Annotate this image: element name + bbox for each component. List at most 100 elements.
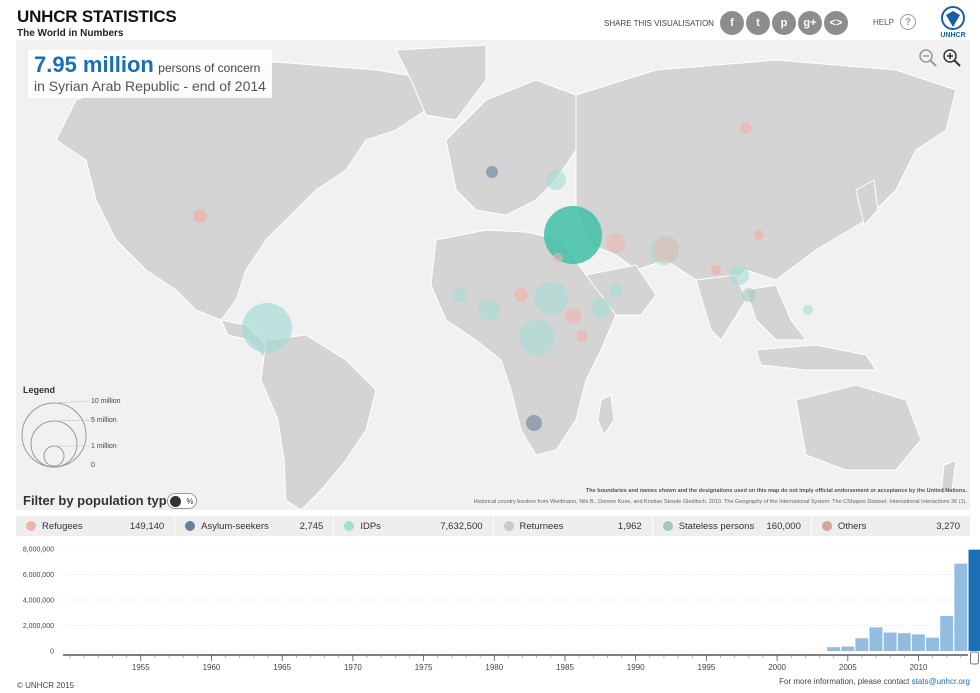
japan-landmass (855, 179, 879, 227)
population-type-filter: Refugees 149,140 Asylum-seekers 2,745 ID… (16, 516, 970, 536)
bubble-mali-idps (453, 288, 467, 302)
bar[interactable] (897, 633, 911, 651)
bubble-pakistan-refugees (653, 237, 679, 263)
x-tick-label: 1975 (415, 663, 433, 672)
filter-label: Stateless persons (678, 520, 755, 532)
filter-asylum-seekers[interactable]: Asylum-seekers 2,745 (175, 516, 335, 536)
facebook-icon[interactable]: f (719, 11, 744, 35)
bubble-germany-refugees (486, 166, 498, 178)
bar[interactable] (940, 615, 954, 651)
new-zealand-landmass (940, 459, 957, 496)
map-canvas (55, 44, 957, 510)
x-tick-label: 1955 (132, 663, 150, 672)
asylum-seekers-dot-icon (185, 521, 196, 531)
bar[interactable] (954, 563, 968, 651)
percent-label: % (186, 496, 194, 506)
y-tick-label: 4,000,000 (23, 598, 54, 605)
filter-value: 1,962 (617, 520, 642, 532)
filter-stateless[interactable]: Stateless persons 160,000 (653, 516, 812, 536)
bar[interactable] (855, 638, 869, 651)
bar[interactable] (883, 632, 897, 651)
legend-label-5m: 5 million (91, 417, 117, 424)
southeast-asia-landmass (745, 284, 807, 341)
bubble-somalia-idps (591, 298, 611, 318)
bubble-yemen-idps (609, 283, 623, 297)
greenland-landmass (395, 44, 487, 121)
idps-dot-icon (344, 521, 355, 531)
filter-refugees[interactable]: Refugees 149,140 (16, 516, 176, 536)
contact-info: For more information, please contact sta… (650, 677, 970, 686)
bubble-russia-refugees (740, 122, 752, 134)
world-map[interactable] (16, 40, 970, 510)
filter-value: 2,745 (299, 520, 324, 532)
filter-value: 3,270 (936, 520, 961, 532)
zoom-in-icon[interactable] (942, 48, 962, 68)
x-tick-label: 2010 (910, 663, 928, 672)
australia-landmass (795, 384, 922, 471)
timeline-bar-chart[interactable]: 8,000,000 6,000,000 4,000,000 2,000,000 0 195… (0, 540, 980, 675)
map-disclaimer: The boundaries and names shown and the d… (585, 488, 967, 494)
bar[interactable] (926, 637, 940, 651)
copyright: © UNHCR 2015 (17, 681, 75, 690)
bar[interactable] (869, 627, 883, 651)
pinterest-icon[interactable]: p (771, 11, 796, 35)
filter-idps[interactable]: IDPs 7,632,500 (334, 516, 494, 536)
bubble-usa-refugees (193, 209, 207, 223)
embed-icon[interactable]: <> (823, 11, 848, 35)
legend-label-10m: 10 million (91, 398, 121, 405)
bar-selected[interactable] (968, 549, 980, 651)
bubble-myanmar-idps (729, 265, 749, 285)
filter-returnees[interactable]: Returnees 1,962 (494, 516, 653, 536)
app-subtitle: The World in Numbers (17, 28, 124, 39)
zoom-out-icon[interactable] (918, 48, 938, 68)
filter-title: Filter by population type (23, 493, 174, 508)
help-icon: ? (899, 14, 916, 30)
absolute-percent-toggle[interactable]: % (167, 493, 197, 509)
help-label: HELP (873, 17, 894, 27)
y-tick-label: 8,000,000 (23, 547, 54, 554)
help-button[interactable]: HELP ? (873, 14, 916, 30)
logo-text: UNHCR (940, 32, 966, 39)
bubble-ethiopia-refugees (565, 308, 581, 324)
bubble-syria-idps (544, 206, 602, 264)
bubble-ukraine-idps (546, 170, 566, 190)
legend-title: Legend (23, 385, 56, 395)
filter-label: IDPs (360, 520, 381, 532)
bubble-egypt-refugees (553, 253, 563, 263)
bubble-nigeria-idps (478, 299, 500, 321)
y-tick-label: 0 (50, 649, 54, 656)
google-plus-icon[interactable]: g+ (797, 11, 822, 35)
filter-value: 7,632,500 (440, 520, 483, 532)
bubble-india-refugees (711, 265, 721, 275)
contact-email-link[interactable]: stats@unhcr.org (911, 677, 970, 686)
bar[interactable] (911, 634, 925, 651)
madagascar-landmass (597, 394, 615, 437)
x-tick-label: 1980 (485, 663, 503, 672)
x-tick-label: 1990 (627, 663, 645, 672)
x-tick-label: 1985 (556, 663, 574, 672)
app-title: UNHCR STATISTICS (17, 7, 177, 26)
returnees-dot-icon (503, 521, 514, 531)
x-tick-label: 1970 (344, 663, 362, 672)
bar[interactable] (841, 646, 855, 651)
bubble-south-africa-asylum (526, 415, 542, 431)
north-america-landmass (55, 61, 437, 321)
bubble-drc-idps (519, 320, 555, 356)
bar[interactable] (827, 647, 841, 651)
twitter-icon[interactable]: t (745, 11, 770, 35)
person-icon (170, 495, 182, 507)
x-tick-label: 1995 (698, 663, 716, 672)
filter-others[interactable]: Others 3,270 (812, 516, 970, 536)
refugees-dot-icon (26, 521, 36, 531)
x-tick-label: 2000 (768, 663, 786, 672)
bubble-thailand-stateless (742, 288, 756, 302)
bubble-philippines-idps (803, 305, 813, 315)
bubble-turkey-refugees (606, 233, 626, 253)
year-slider-handle[interactable] (969, 651, 979, 665)
filter-value: 149,140 (129, 520, 165, 532)
x-tick-label: 1965 (273, 663, 291, 672)
stat-unit: persons of concern (158, 61, 261, 75)
brand: UNHCR STATISTICS The World in Numbers (17, 7, 177, 39)
south-america-landmass (260, 334, 377, 510)
contact-text: For more information, please contact (779, 677, 912, 686)
